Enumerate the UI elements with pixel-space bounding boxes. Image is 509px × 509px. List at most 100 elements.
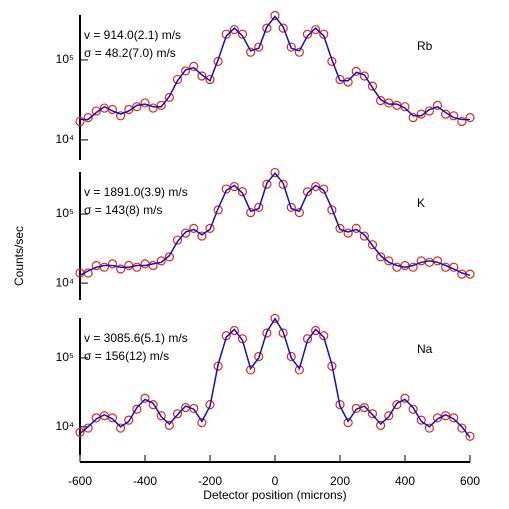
data-point (367, 81, 378, 91)
data-point (343, 418, 353, 428)
data-point (286, 351, 296, 362)
annotation: σ = 48.2(7.0) m/s (84, 46, 176, 60)
data-point (359, 71, 369, 81)
data-point (148, 400, 158, 410)
data-point (75, 116, 85, 127)
panel-title: K (417, 196, 425, 210)
data-point (416, 415, 426, 425)
data-point (278, 23, 288, 33)
data-point (205, 400, 215, 410)
data-point (384, 98, 394, 108)
data-point (465, 112, 475, 123)
data-point (83, 423, 93, 433)
data-point (254, 202, 264, 212)
data-point (432, 100, 443, 110)
y-tick-label: 10⁵ (56, 52, 74, 66)
data-point (441, 411, 451, 421)
data-point (172, 235, 183, 245)
data-point (116, 111, 126, 121)
data-point (172, 409, 183, 419)
data-point (359, 231, 369, 241)
data-point (424, 106, 434, 116)
data-point (343, 77, 353, 87)
data-point (205, 74, 215, 85)
data-point (376, 420, 386, 430)
data-point (424, 257, 434, 267)
data-point (124, 415, 134, 425)
x-tick-label: 0 (272, 474, 279, 488)
data-point (132, 404, 142, 414)
y-tick-label: 10⁴ (55, 132, 74, 146)
data-point (319, 29, 329, 39)
data-point (91, 106, 101, 116)
data-point (392, 400, 402, 410)
data-point (400, 260, 410, 271)
data-point (376, 252, 386, 262)
x-tick-label: -400 (133, 474, 157, 488)
data-point (278, 179, 288, 189)
data-point (156, 256, 166, 266)
data-point (408, 404, 418, 414)
data-point (416, 109, 426, 119)
y-axis-label: Counts/sec (12, 226, 26, 286)
data-point (237, 187, 248, 197)
data-point (376, 95, 386, 106)
x-tick-label: -600 (68, 474, 92, 488)
x-tick-label: 600 (460, 474, 480, 488)
data-point (400, 393, 410, 403)
data-point (197, 71, 207, 81)
data-point (164, 420, 174, 430)
data-point (124, 104, 134, 115)
data-point (367, 240, 378, 250)
y-tick-label: 10⁴ (55, 275, 74, 289)
x-axis-label: Detector position (microns) (203, 488, 346, 502)
data-point (465, 431, 475, 441)
data-point (156, 100, 166, 110)
data-point (197, 418, 207, 428)
annotation: v = 1891.0(3.9) m/s (84, 185, 188, 199)
data-point (181, 66, 191, 76)
data-point (449, 413, 459, 423)
data-point (327, 56, 337, 66)
y-tick-label: 10⁴ (55, 419, 74, 433)
y-tick-label: 10⁵ (56, 350, 74, 364)
data-point (262, 179, 272, 189)
x-tick-label: 400 (395, 474, 415, 488)
x-tick-label: 200 (330, 474, 350, 488)
data-point (132, 262, 142, 272)
data-point (311, 24, 321, 35)
data-point (107, 259, 118, 269)
annotation: σ = 156(12) m/s (84, 349, 169, 363)
data-point (319, 184, 329, 194)
data-point (335, 223, 345, 233)
data-point (351, 223, 361, 233)
data-point (319, 331, 329, 341)
data-point (237, 29, 248, 39)
annotation: v = 3085.6(5.1) m/s (84, 331, 188, 345)
panel-title: Na (417, 342, 433, 356)
data-point (343, 228, 353, 238)
fit-line (80, 15, 470, 121)
data-point (181, 228, 191, 238)
data-point (124, 260, 134, 271)
data-point (311, 181, 321, 192)
data-point (262, 328, 272, 338)
data-point (99, 262, 109, 272)
data-point (246, 207, 256, 218)
data-point (270, 313, 280, 323)
data-point (286, 42, 296, 52)
data-point (221, 184, 231, 194)
annotation: σ = 143(8) m/s (84, 203, 162, 217)
data-point (246, 365, 256, 375)
data-point (75, 427, 85, 438)
data-point (335, 74, 345, 85)
y-tick-label: 10⁵ (56, 206, 74, 220)
data-point (351, 66, 361, 76)
data-point (246, 47, 256, 57)
data-point (432, 413, 443, 423)
data-point (229, 24, 239, 35)
x-tick-label: -200 (198, 474, 222, 488)
data-point (424, 423, 434, 433)
fit-line (79, 172, 471, 277)
